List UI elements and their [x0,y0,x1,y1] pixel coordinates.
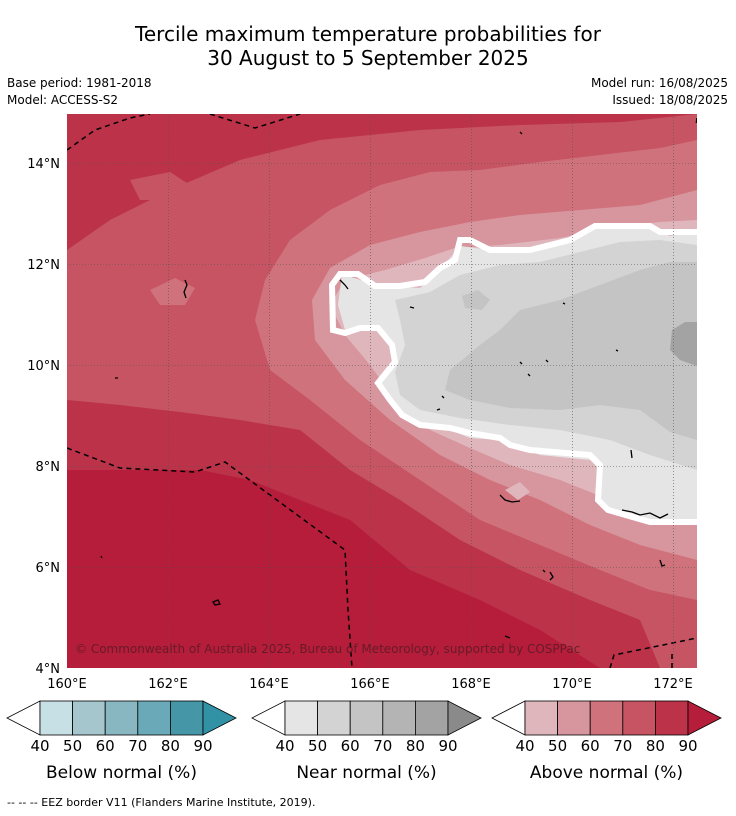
legend-color-bin [524,700,558,736]
legend-color-bin [382,700,416,736]
legend-tick-label: 50 [308,737,327,755]
legend-color-bin [317,700,351,736]
legend-extend-high [687,700,722,736]
lat-tick-label: 8°N [36,460,61,475]
legend-tick-label: 40 [275,737,294,755]
eez-border-south [67,447,353,668]
legend-color-bin [39,700,73,736]
zone-above-40-spot [505,482,530,500]
copyright-notice: © Commonwealth of Australia 2025, Bureau… [75,642,580,656]
legend-color-bin [137,700,171,736]
legend-tick-label: 50 [548,737,567,755]
graticule [67,114,697,668]
eez-border-northwest [67,114,301,151]
legend-tick-label: 50 [63,737,82,755]
legend-color-bin [557,700,591,736]
lon-tick-label: 168°E [451,677,491,692]
legend-color-bin [72,700,106,736]
title-line-1: Tercile maximum temperature probabilitie… [135,22,601,46]
legend-title: Below normal (%) [46,763,197,783]
title-line-2: 30 August to 5 September 2025 [207,46,529,70]
island-coastlines [100,131,669,639]
eez-border-southeast [609,117,697,668]
legend-tick-label: 70 [613,737,632,755]
meta-right: Model run: 16/08/2025 Issued: 18/08/2025 [591,75,728,109]
tercile-boundary-line [328,223,697,525]
legend-color-bin [349,700,384,736]
legend-tick-label: 70 [128,737,147,755]
legend-extend-low [6,700,41,736]
legend-color-bin [104,700,139,736]
model-name: Model: ACCESS-S2 [7,93,119,107]
lon-tick-label: 160°E [47,677,87,692]
meta-left: Base period: 1981-2018 Model: ACCESS-S2 [7,75,152,109]
latitude-axis: 14°N 12°N 10°N 8°N 6°N 4°N [27,157,60,677]
legend-color-bin [414,700,449,736]
lon-tick-label: 162°E [148,677,188,692]
legend-color-bin [622,700,656,736]
lat-tick-label: 10°N [27,359,60,374]
legend-color-bin [284,700,318,736]
legend-tick-label: 90 [193,737,212,755]
lat-tick-label: 14°N [27,157,60,172]
legend-group: 40 50 60 70 80 90 Below normal (%) 40 50 60 70 80 90… [6,700,722,783]
legend-color-bin [655,700,689,736]
legend-tick-label: 70 [373,737,392,755]
legend-tick-label: 80 [646,737,665,755]
legend-color-bin [169,700,204,736]
legend-tick-label: 90 [678,737,697,755]
base-period: Base period: 1981-2018 [7,76,152,90]
map-title: Tercile maximum temperature probabilitie… [0,22,736,70]
legend-tick-label: 40 [515,737,534,755]
legend-title: Near normal (%) [296,763,436,783]
zone-above-80-patch [130,172,190,200]
lat-tick-label: 4°N [36,662,61,677]
legend-tick-label: 60 [96,737,115,755]
zone-above-80-patch-2 [75,370,178,386]
legend-extend-low [251,700,286,736]
legend-tick-label: 90 [438,737,457,755]
model-run: Model run: 16/08/2025 [590,76,728,90]
legend-tick-label: 60 [581,737,600,755]
legend-tick-label: 80 [161,737,180,755]
issued-date: Issued: 18/08/2025 [612,93,728,107]
zone-near-70 [445,262,697,440]
lon-tick-label: 166°E [350,677,390,692]
legend-title: Above normal (%) [530,763,683,783]
legend-colorbar: 40 50 60 70 80 90 Above normal (%) [491,700,722,783]
legend-extend-high [447,700,482,736]
lon-tick-label: 164°E [249,677,289,692]
legend-tick-label: 40 [30,737,49,755]
map-plot-area: © Commonwealth of Australia 2025, Bureau… [67,114,697,668]
legend-extend-high [202,700,237,736]
zone-near-spot [462,290,490,310]
legend-color-bin [589,700,624,736]
longitude-axis: 160°E 162°E 164°E 166°E 168°E 170°E 172°… [47,677,693,692]
lon-tick-label: 172°E [653,677,693,692]
legend-tick-label: 60 [341,737,360,755]
zone-above-70-patch [150,278,195,305]
lat-tick-label: 6°N [36,561,61,576]
legend-extend-low [491,700,526,736]
footer-note: -- -- -- EEZ border V11 (Flanders Marine… [7,796,316,809]
lat-tick-label: 12°N [27,258,60,273]
legend-tick-label: 80 [406,737,425,755]
legend-colorbar: 40 50 60 70 80 90 Below normal (%) [6,700,237,783]
lon-tick-label: 170°E [552,677,592,692]
zone-near-80 [670,322,697,366]
